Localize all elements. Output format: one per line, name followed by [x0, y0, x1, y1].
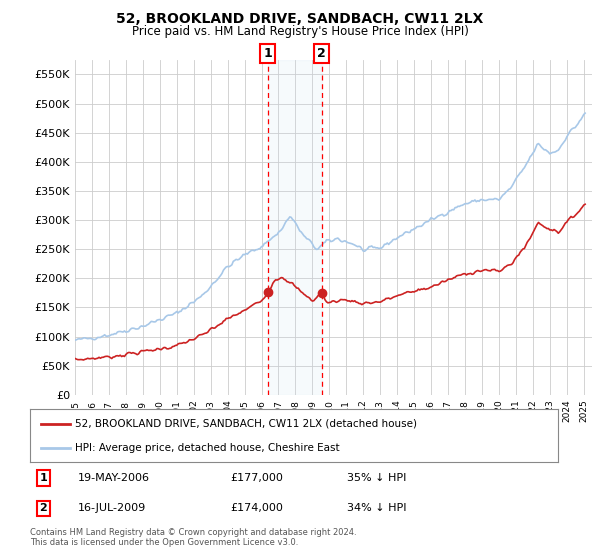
- Text: Price paid vs. HM Land Registry's House Price Index (HPI): Price paid vs. HM Land Registry's House …: [131, 25, 469, 38]
- Text: 52, BROOKLAND DRIVE, SANDBACH, CW11 2LX: 52, BROOKLAND DRIVE, SANDBACH, CW11 2LX: [116, 12, 484, 26]
- Text: 35% ↓ HPI: 35% ↓ HPI: [347, 473, 406, 483]
- Text: 2: 2: [317, 47, 326, 60]
- Text: 1: 1: [263, 47, 272, 60]
- Text: 34% ↓ HPI: 34% ↓ HPI: [347, 503, 406, 514]
- Text: HPI: Average price, detached house, Cheshire East: HPI: Average price, detached house, Ches…: [75, 443, 340, 453]
- Text: 1: 1: [40, 473, 47, 483]
- Text: 2: 2: [40, 503, 47, 514]
- Text: 16-JUL-2009: 16-JUL-2009: [77, 503, 146, 514]
- Text: £177,000: £177,000: [230, 473, 284, 483]
- Text: 52, BROOKLAND DRIVE, SANDBACH, CW11 2LX (detached house): 52, BROOKLAND DRIVE, SANDBACH, CW11 2LX …: [75, 419, 417, 429]
- Text: £174,000: £174,000: [230, 503, 284, 514]
- Text: Contains HM Land Registry data © Crown copyright and database right 2024.
This d: Contains HM Land Registry data © Crown c…: [30, 528, 356, 547]
- Text: 19-MAY-2006: 19-MAY-2006: [77, 473, 149, 483]
- Bar: [268, 60, 322, 395]
